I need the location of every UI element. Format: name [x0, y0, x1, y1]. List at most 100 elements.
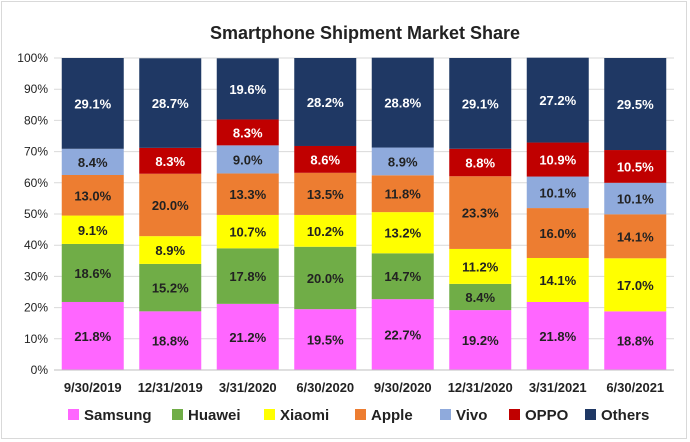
x-tick-label: 6/30/2021 — [606, 380, 664, 395]
data-label: 19.2% — [462, 333, 499, 348]
bar-segment-others — [216, 58, 279, 120]
bar-segment-huawei — [216, 248, 279, 304]
bar-segment-apple — [371, 175, 434, 213]
x-tick-label: 12/31/2020 — [448, 380, 513, 395]
bar-segment-oppo — [526, 142, 589, 177]
data-label: 8.4% — [78, 155, 108, 170]
data-label: 17.0% — [617, 278, 654, 293]
bar-segment-huawei — [61, 243, 124, 302]
bar-segment-oppo — [604, 150, 667, 183]
bar-segment-samsung — [294, 309, 357, 370]
bar-segment-others — [526, 57, 589, 143]
data-label: 27.2% — [539, 93, 576, 108]
x-tick-label: 3/31/2020 — [219, 380, 277, 395]
bar-segment-vivo — [526, 176, 589, 209]
data-label: 14.7% — [384, 269, 421, 284]
bar-segment-others — [449, 58, 512, 149]
bar-segment-xiaomi — [139, 236, 202, 264]
bar-segment-xiaomi — [371, 212, 434, 254]
bar-segment-apple — [61, 175, 124, 216]
legend-swatch-apple — [355, 409, 366, 420]
data-label: 28.7% — [152, 96, 189, 111]
data-label: 13.5% — [307, 187, 344, 202]
data-label: 14.1% — [617, 229, 654, 244]
y-tick-label: 10% — [24, 332, 48, 346]
bar-segment-samsung — [449, 310, 512, 370]
data-label: 10.2% — [307, 224, 344, 239]
bars: 21.8% 18.6% 9.1% 13.0% 8.4% 29.1% 18.8% 15.2% 8.… — [61, 57, 667, 370]
data-label: 8.6% — [310, 152, 340, 167]
data-label: 21.2% — [229, 330, 266, 345]
bar-segment-others — [604, 58, 667, 151]
y-tick-label: 20% — [24, 301, 48, 315]
bar-segment-xiaomi — [604, 258, 667, 312]
bar-segment-samsung — [371, 299, 434, 370]
bar-segment-apple — [216, 173, 279, 215]
bar-segment-vivo — [604, 182, 667, 215]
legend-label-apple: Apple — [371, 407, 413, 424]
legend: Samsung Huawei Xiaomi Apple Vivo OPPO Others — [68, 407, 649, 424]
bar-segment-others — [139, 58, 202, 148]
x-tick-label: 12/31/2019 — [138, 380, 203, 395]
legend-swatch-xiaomi — [264, 409, 275, 420]
data-label: 10.9% — [539, 153, 576, 168]
y-tick-label: 50% — [24, 207, 48, 221]
bar-segment-samsung — [604, 311, 667, 370]
data-label: 22.7% — [384, 328, 421, 343]
legend-label-samsung: Samsung — [84, 407, 152, 424]
bar-segment-oppo — [139, 147, 202, 174]
x-axis: 9/30/2019 12/31/2019 3/31/2020 6/30/2020 9/3… — [54, 369, 674, 395]
x-tick-label: 6/30/2020 — [296, 380, 354, 395]
data-label: 11.2% — [462, 259, 499, 274]
bar-segment-apple — [526, 208, 589, 258]
bar-segment-samsung — [526, 301, 589, 370]
bar-segment-huawei — [449, 283, 512, 311]
data-label: 29.1% — [74, 96, 111, 111]
y-tick-label: 60% — [24, 176, 48, 190]
data-label: 8.8% — [465, 156, 495, 171]
data-label: 14.1% — [539, 273, 576, 288]
x-tick-label: 9/30/2020 — [374, 380, 432, 395]
data-label: 8.3% — [155, 154, 185, 169]
data-label: 23.3% — [462, 206, 499, 221]
y-tick-label: 0% — [31, 363, 49, 377]
bar-segment-samsung — [61, 301, 124, 370]
data-label: 13.0% — [74, 188, 111, 203]
data-label: 20.0% — [152, 198, 189, 213]
data-label: 28.2% — [307, 95, 344, 110]
bar-segment-huawei — [294, 246, 357, 310]
bar-segment-xiaomi — [216, 214, 279, 249]
bar-segment-xiaomi — [526, 257, 589, 302]
data-label: 15.2% — [152, 281, 189, 296]
bar-segment-xiaomi — [294, 214, 357, 247]
legend-swatch-oppo — [509, 409, 520, 420]
y-tick-label: 90% — [24, 82, 48, 96]
y-axis: 0% 10% 20% 30% 40% 50% 60% 70% 80% 90% 100% — [17, 51, 48, 377]
x-tick-label: 3/31/2021 — [529, 380, 587, 395]
bar-segment-others — [61, 58, 124, 149]
legend-label-oppo: OPPO — [525, 407, 569, 424]
legend-label-xiaomi: Xiaomi — [280, 407, 329, 424]
data-label: 19.6% — [229, 82, 266, 97]
data-label: 29.5% — [617, 97, 654, 112]
bar-segment-xiaomi — [449, 248, 512, 284]
data-label: 29.1% — [462, 96, 499, 111]
legend-swatch-others — [585, 409, 596, 420]
data-label: 18.8% — [152, 334, 189, 349]
legend-label-vivo: Vivo — [456, 407, 487, 424]
data-label: 8.3% — [233, 125, 263, 140]
data-label: 10.7% — [229, 225, 266, 240]
legend-swatch-huawei — [172, 409, 183, 420]
data-label: 11.8% — [385, 187, 422, 202]
bar-segment-samsung — [216, 303, 279, 370]
bar-segment-samsung — [139, 311, 202, 370]
bar-segment-oppo — [216, 119, 279, 146]
bar-segment-apple — [294, 172, 357, 215]
bar-segment-vivo — [371, 147, 434, 176]
y-tick-label: 100% — [17, 51, 48, 65]
y-tick-label: 40% — [24, 238, 48, 252]
data-label: 16.0% — [539, 226, 576, 241]
bar-segment-oppo — [294, 145, 357, 173]
data-label: 18.8% — [617, 334, 654, 349]
